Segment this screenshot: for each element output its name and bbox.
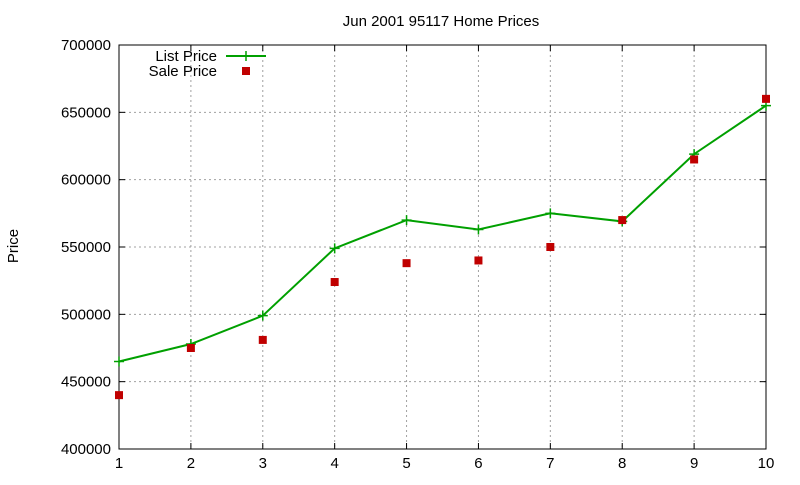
plot-frame: [118, 44, 767, 450]
sale-price-point: [762, 94, 770, 103]
legend-label-list-price: List Price: [155, 48, 217, 65]
x-tick-label: 4: [330, 455, 338, 472]
y-tick-label: 650000: [61, 104, 111, 121]
sale-price-point: [546, 243, 555, 251]
grid: [119, 45, 766, 449]
x-tick-label: 10: [758, 455, 775, 472]
sale-price-point: [258, 335, 267, 344]
x-tick-label: 3: [259, 455, 267, 472]
y-tick-label: 700000: [61, 37, 111, 54]
list-price-line: [118, 104, 767, 363]
y-tick-label: 500000: [61, 306, 111, 323]
sale-price-point: [474, 256, 483, 265]
sale-price-point: [618, 216, 627, 225]
axis-ticks: 1 2 3 4 5 6 7 8 9 10 400000 450000 500000 550000 60000…: [61, 37, 774, 472]
sale-price-point: [330, 278, 339, 287]
x-tick-label: 8: [618, 455, 626, 472]
y-tick-label: 550000: [61, 239, 111, 256]
list-price-point: [257, 310, 268, 321]
x-tick-label: 2: [187, 455, 195, 472]
y-tick-label: 400000: [61, 441, 111, 458]
x-tick-label: 5: [402, 455, 410, 472]
legend-swatch-sale-price: [242, 67, 250, 75]
sale-price-point: [690, 155, 699, 164]
y-axis-label: Price: [5, 229, 22, 263]
legend-marker-list-price: [241, 51, 251, 61]
sale-price-point: [115, 391, 123, 400]
list-price-point: [401, 215, 412, 226]
chart-title: Jun 2001 95117 Home Prices: [343, 13, 540, 30]
sale-price-point: [186, 344, 195, 352]
list-price-point: [114, 356, 124, 367]
list-price-point: [545, 208, 556, 219]
x-tick-label: 9: [690, 455, 698, 472]
list-price-point: [329, 243, 340, 254]
legend-label-sale-price: Sale Price: [149, 63, 217, 80]
sale-price-point: [402, 259, 411, 268]
list-price-point: [473, 224, 484, 235]
y-tick-label: 600000: [61, 172, 111, 189]
x-tick-label: 7: [546, 455, 554, 472]
y-tick-label: 450000: [61, 374, 111, 391]
x-tick-label: 1: [115, 455, 123, 472]
x-tick-label: 6: [474, 455, 482, 472]
series-group: [114, 94, 771, 400]
